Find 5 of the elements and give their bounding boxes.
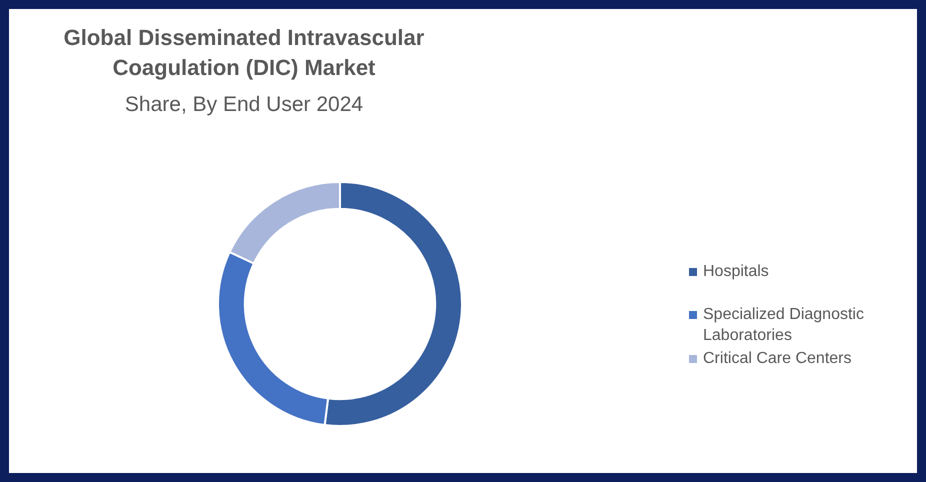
chart-subtitle: Share, By End User 2024 [124,93,364,117]
legend-label: Hospitals [703,262,769,282]
chart-title: Global Disseminated Intravascular Coagulation (DIC) Market [62,24,426,82]
legend-label: Critical Care Centers [703,349,852,369]
legend-label: Specialized Diagnostic Laboratories [703,305,865,346]
